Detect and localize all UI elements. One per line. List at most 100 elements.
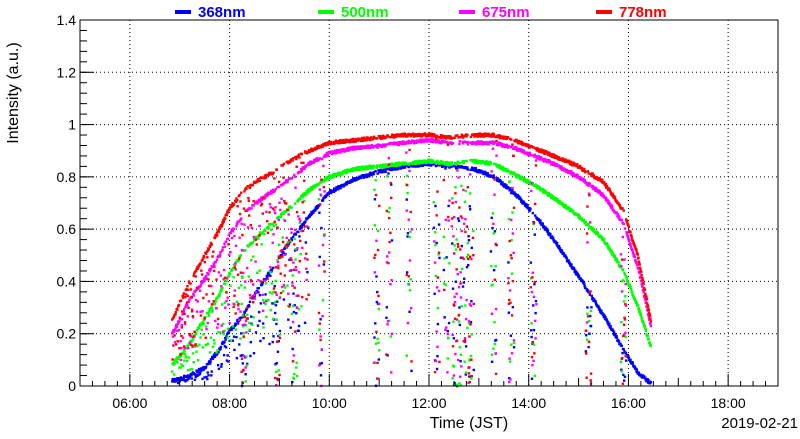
data-point: [247, 196, 250, 200]
data-point: [190, 310, 194, 313]
data-point: [200, 273, 204, 276]
data-point: [465, 135, 468, 138]
data-point: [584, 329, 588, 332]
data-point: [323, 180, 326, 183]
data-point: [258, 234, 261, 237]
data-point: [206, 377, 209, 381]
data-point: [221, 246, 225, 249]
data-point: [620, 357, 623, 360]
data-point: [252, 300, 255, 304]
data-point: [493, 230, 497, 233]
data-point: [281, 164, 284, 167]
data-point: [222, 268, 226, 272]
tick-layer: 06:00 08:00 10:00 12:00 14:00 16:00 18:0000.20…: [57, 12, 779, 411]
data-point: [265, 173, 268, 177]
data-point: [588, 183, 592, 186]
data-point: [378, 302, 381, 306]
data-point: [246, 362, 249, 366]
data-point: [418, 164, 421, 168]
data-point: [239, 337, 242, 340]
data-point: [213, 353, 216, 356]
data-point: [228, 321, 231, 325]
data-point: [505, 137, 509, 141]
data-point: [229, 231, 233, 234]
data-point: [227, 275, 231, 278]
data-point: [302, 161, 305, 164]
data-point: [183, 345, 186, 348]
data-point: [179, 354, 183, 358]
data-point: [202, 322, 206, 325]
data-point: [205, 343, 208, 346]
data-point: [267, 298, 270, 302]
data-point: [467, 319, 471, 323]
data-point: [229, 284, 232, 287]
data-point: [534, 311, 537, 315]
data-point: [551, 236, 555, 239]
data-point: [623, 318, 627, 321]
data-point: [234, 244, 238, 247]
data-point: [508, 180, 511, 183]
data-point: [223, 245, 227, 248]
data-point: [420, 135, 423, 138]
data-point: [612, 209, 616, 213]
data-point: [443, 282, 446, 285]
data-point: [286, 244, 290, 247]
data-point: [261, 231, 264, 234]
data-point: [485, 160, 488, 163]
data-point: [271, 188, 275, 192]
data-point: [185, 301, 189, 304]
data-point: [341, 173, 344, 176]
data-point: [178, 317, 182, 320]
data-point: [457, 164, 460, 168]
data-point: [561, 204, 565, 207]
data-point: [644, 328, 647, 331]
data-point: [626, 353, 629, 357]
data-point: [453, 161, 457, 165]
data-point: [276, 258, 279, 262]
data-point: [649, 322, 652, 325]
data-point: [279, 215, 282, 218]
data-point: [433, 161, 436, 164]
data-point: [210, 303, 214, 306]
data-point: [244, 248, 247, 252]
data-point: [257, 177, 260, 181]
data-point: [238, 255, 242, 259]
data-point: [629, 286, 632, 289]
data-point: [321, 199, 325, 202]
data-point: [507, 261, 510, 264]
data-point: [638, 272, 641, 275]
data-point: [202, 333, 205, 336]
data-point: [319, 157, 322, 160]
data-point: [214, 300, 217, 303]
data-point: [510, 138, 513, 141]
data-point: [232, 203, 236, 206]
data-point: [512, 206, 516, 209]
data-point: [435, 241, 438, 245]
data-point: [261, 212, 264, 215]
data-point: [227, 243, 230, 246]
data-point: [394, 163, 397, 166]
data-point: [621, 207, 624, 210]
data-point: [519, 178, 522, 181]
data-point: [614, 333, 617, 336]
data-point: [619, 253, 623, 256]
data-point: [378, 170, 381, 174]
data-point: [203, 376, 206, 379]
data-point: [625, 231, 629, 235]
data-point: [639, 312, 643, 316]
data-point: [179, 366, 182, 369]
data-point: [293, 173, 296, 177]
data-point: [311, 187, 314, 191]
data-point: [533, 153, 536, 157]
data-point: [409, 210, 412, 214]
data-point: [243, 315, 247, 318]
data-point: [194, 269, 198, 273]
data-point: [624, 282, 627, 286]
data-point: [268, 222, 271, 226]
data-point: [589, 221, 592, 224]
data-point: [442, 235, 446, 239]
data-point: [604, 315, 607, 319]
data-point: [323, 260, 326, 263]
data-point: [271, 292, 274, 295]
data-point: [328, 174, 331, 177]
